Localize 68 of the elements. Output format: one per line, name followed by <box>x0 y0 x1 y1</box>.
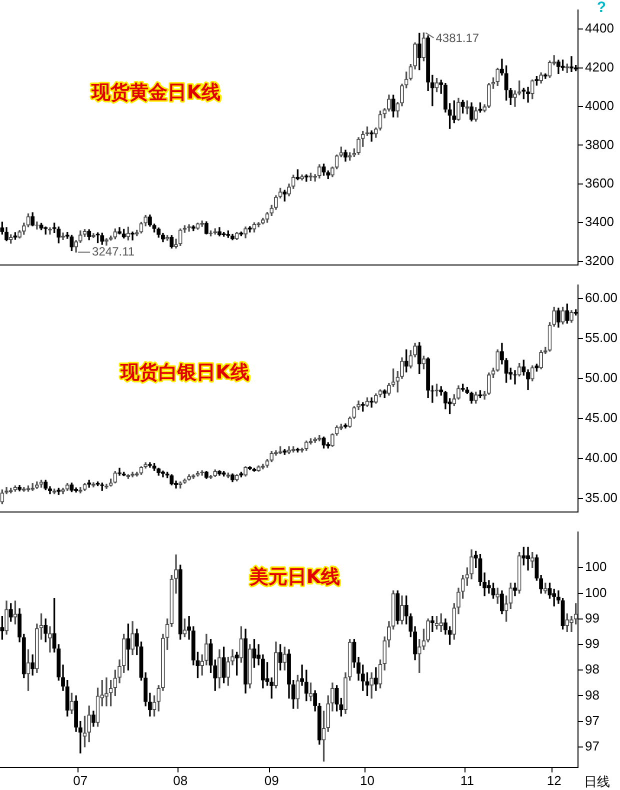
x-tick-label: 10 <box>360 772 374 788</box>
candlestick <box>456 385 460 400</box>
candlestick <box>196 471 200 476</box>
y-tick-label: 60.00 <box>585 290 618 305</box>
y-tick-label: 98 <box>585 687 600 702</box>
candlestick <box>356 137 360 155</box>
y-tick-label: 45.00 <box>585 410 618 426</box>
candlestick <box>456 98 460 121</box>
y-tick-label: 40.00 <box>585 450 618 466</box>
x-tick-label: 12 <box>546 772 562 788</box>
candlestick <box>300 174 304 180</box>
candlestick <box>274 642 278 688</box>
candlestick <box>182 618 187 638</box>
y-tick-label: 3200 <box>585 252 614 268</box>
candlestick <box>513 582 517 596</box>
candlestick <box>130 232 135 240</box>
candlestick <box>48 626 52 652</box>
y-tick-label: 35.00 <box>585 490 618 506</box>
candlestick <box>513 90 517 107</box>
candlestick <box>287 446 291 454</box>
y-tick-label: 3400 <box>585 214 614 230</box>
candlestick <box>61 488 65 494</box>
text: 日线 <box>584 774 610 790</box>
candlestick <box>218 649 222 688</box>
x-tick-label: 07 <box>73 772 88 788</box>
candlestick <box>4 600 8 635</box>
candlestick <box>239 626 244 663</box>
y-tick-label: 4400 <box>585 20 614 36</box>
x-tick-label: 11 <box>460 772 474 788</box>
y-tick-label: 55.00 <box>585 330 618 346</box>
candlestick <box>13 600 18 624</box>
candlestick <box>570 310 574 323</box>
y-tick-label: 4200 <box>585 59 614 74</box>
y-tick-label: 99 <box>585 636 600 652</box>
y-tick-label: 98 <box>585 662 600 677</box>
text: 现货黄金日K线 <box>90 81 220 104</box>
candlestick <box>126 226 130 240</box>
y-tick-label: 4000 <box>585 98 614 114</box>
candlestick <box>570 616 574 632</box>
annotation: 4381.17 <box>436 31 480 46</box>
x-tick-label: 08 <box>173 772 188 788</box>
y-tick-label: 3800 <box>585 136 614 152</box>
text: 现货白银日K线 <box>120 362 250 384</box>
y-tick-label: 99 <box>585 610 600 626</box>
candlestick <box>400 595 404 624</box>
y-tick-label: 97 <box>585 712 600 728</box>
annotation: 3247.11 <box>92 244 135 259</box>
candlestick <box>370 397 374 408</box>
candlestick <box>187 474 191 480</box>
candlestick <box>274 195 278 210</box>
candlestick <box>491 77 496 89</box>
candlestick <box>104 677 108 706</box>
candlestick <box>244 226 248 238</box>
candlestick <box>400 357 404 379</box>
candlestick <box>470 549 474 580</box>
y-tick-label: 3600 <box>585 176 614 191</box>
y-tick-label: 100 <box>585 559 607 574</box>
candlestick <box>130 621 135 656</box>
candlestick <box>244 466 248 476</box>
text: 美元日K线 <box>248 566 340 588</box>
candlestick <box>165 235 170 241</box>
y-tick-label: 97 <box>585 738 600 754</box>
candlestick <box>296 674 300 709</box>
text: ? <box>596 0 606 16</box>
candlestick <box>387 382 391 396</box>
y-tick-label: 50.00 <box>585 370 618 386</box>
x-tick-label: 09 <box>264 772 279 788</box>
y-tick-label: 100 <box>585 584 607 600</box>
